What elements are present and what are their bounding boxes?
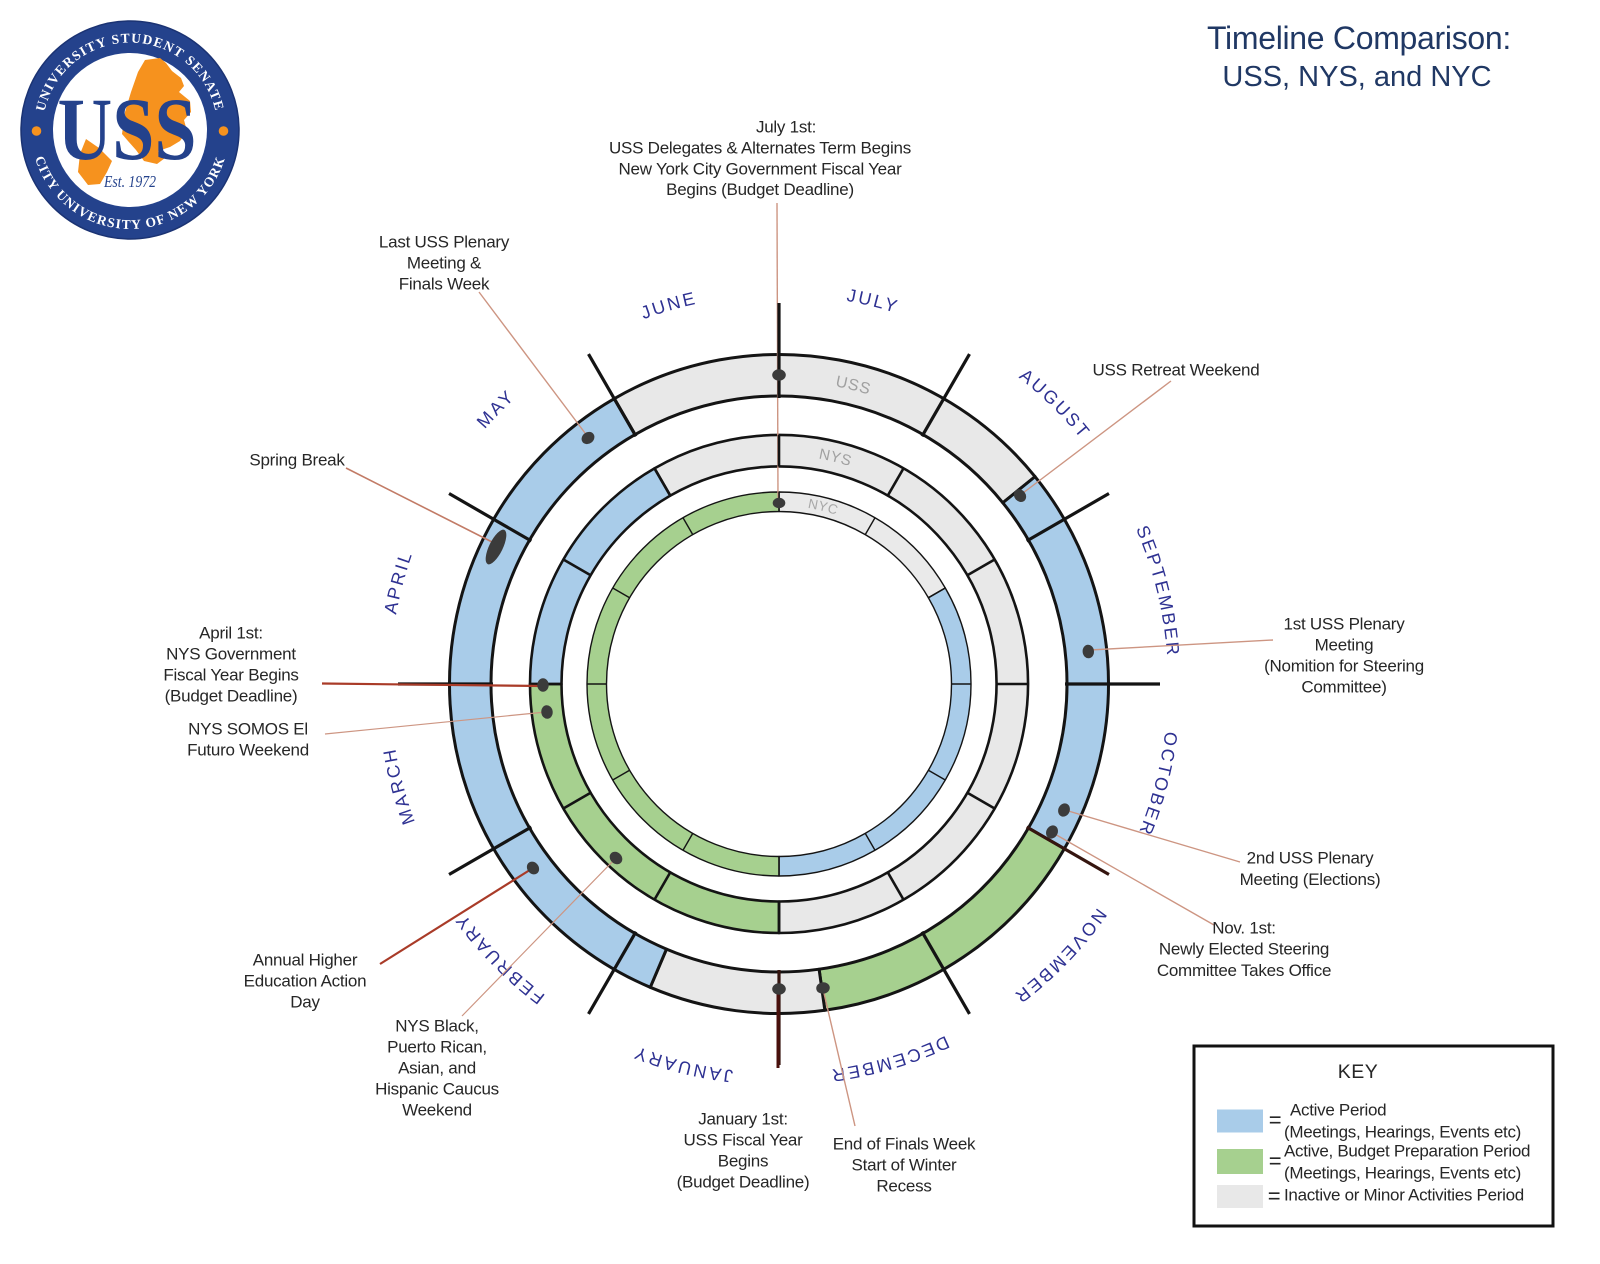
svg-text:July 1st:USS Delegates & Alter: July 1st: USS Delegates & Alternates Term… — [609, 118, 911, 200]
svg-text:NYS Black,Puerto Rican,Asian,: NYS Black, Puerto Rican, Asian, and Hispani… — [375, 1017, 499, 1120]
svg-text:Nov. 1st:Newly Elected Steerin: Nov. 1st: Newly Elected Steering Committee… — [1157, 919, 1331, 981]
svg-text:=: = — [1269, 1108, 1282, 1133]
svg-text:Timeline Comparison:: Timeline Comparison: — [1207, 20, 1511, 56]
svg-text:USS Retreat Weekend: USS Retreat Weekend — [1093, 361, 1260, 380]
svg-text:USS, NYS, and NYC: USS, NYS, and NYC — [1222, 61, 1491, 93]
svg-text:Spring Break: Spring Break — [249, 451, 345, 470]
svg-text:Active Period(Meetings, Hearin: Active Period (Meetings, Hearings, Events… — [1284, 1101, 1530, 1205]
svg-text:USS: USS — [58, 81, 197, 179]
svg-text:=: = — [1269, 1149, 1282, 1174]
svg-text:=: = — [1268, 1184, 1281, 1209]
svg-text:Est. 1972: Est. 1972 — [103, 172, 156, 191]
svg-text:KEY: KEY — [1338, 1061, 1379, 1083]
